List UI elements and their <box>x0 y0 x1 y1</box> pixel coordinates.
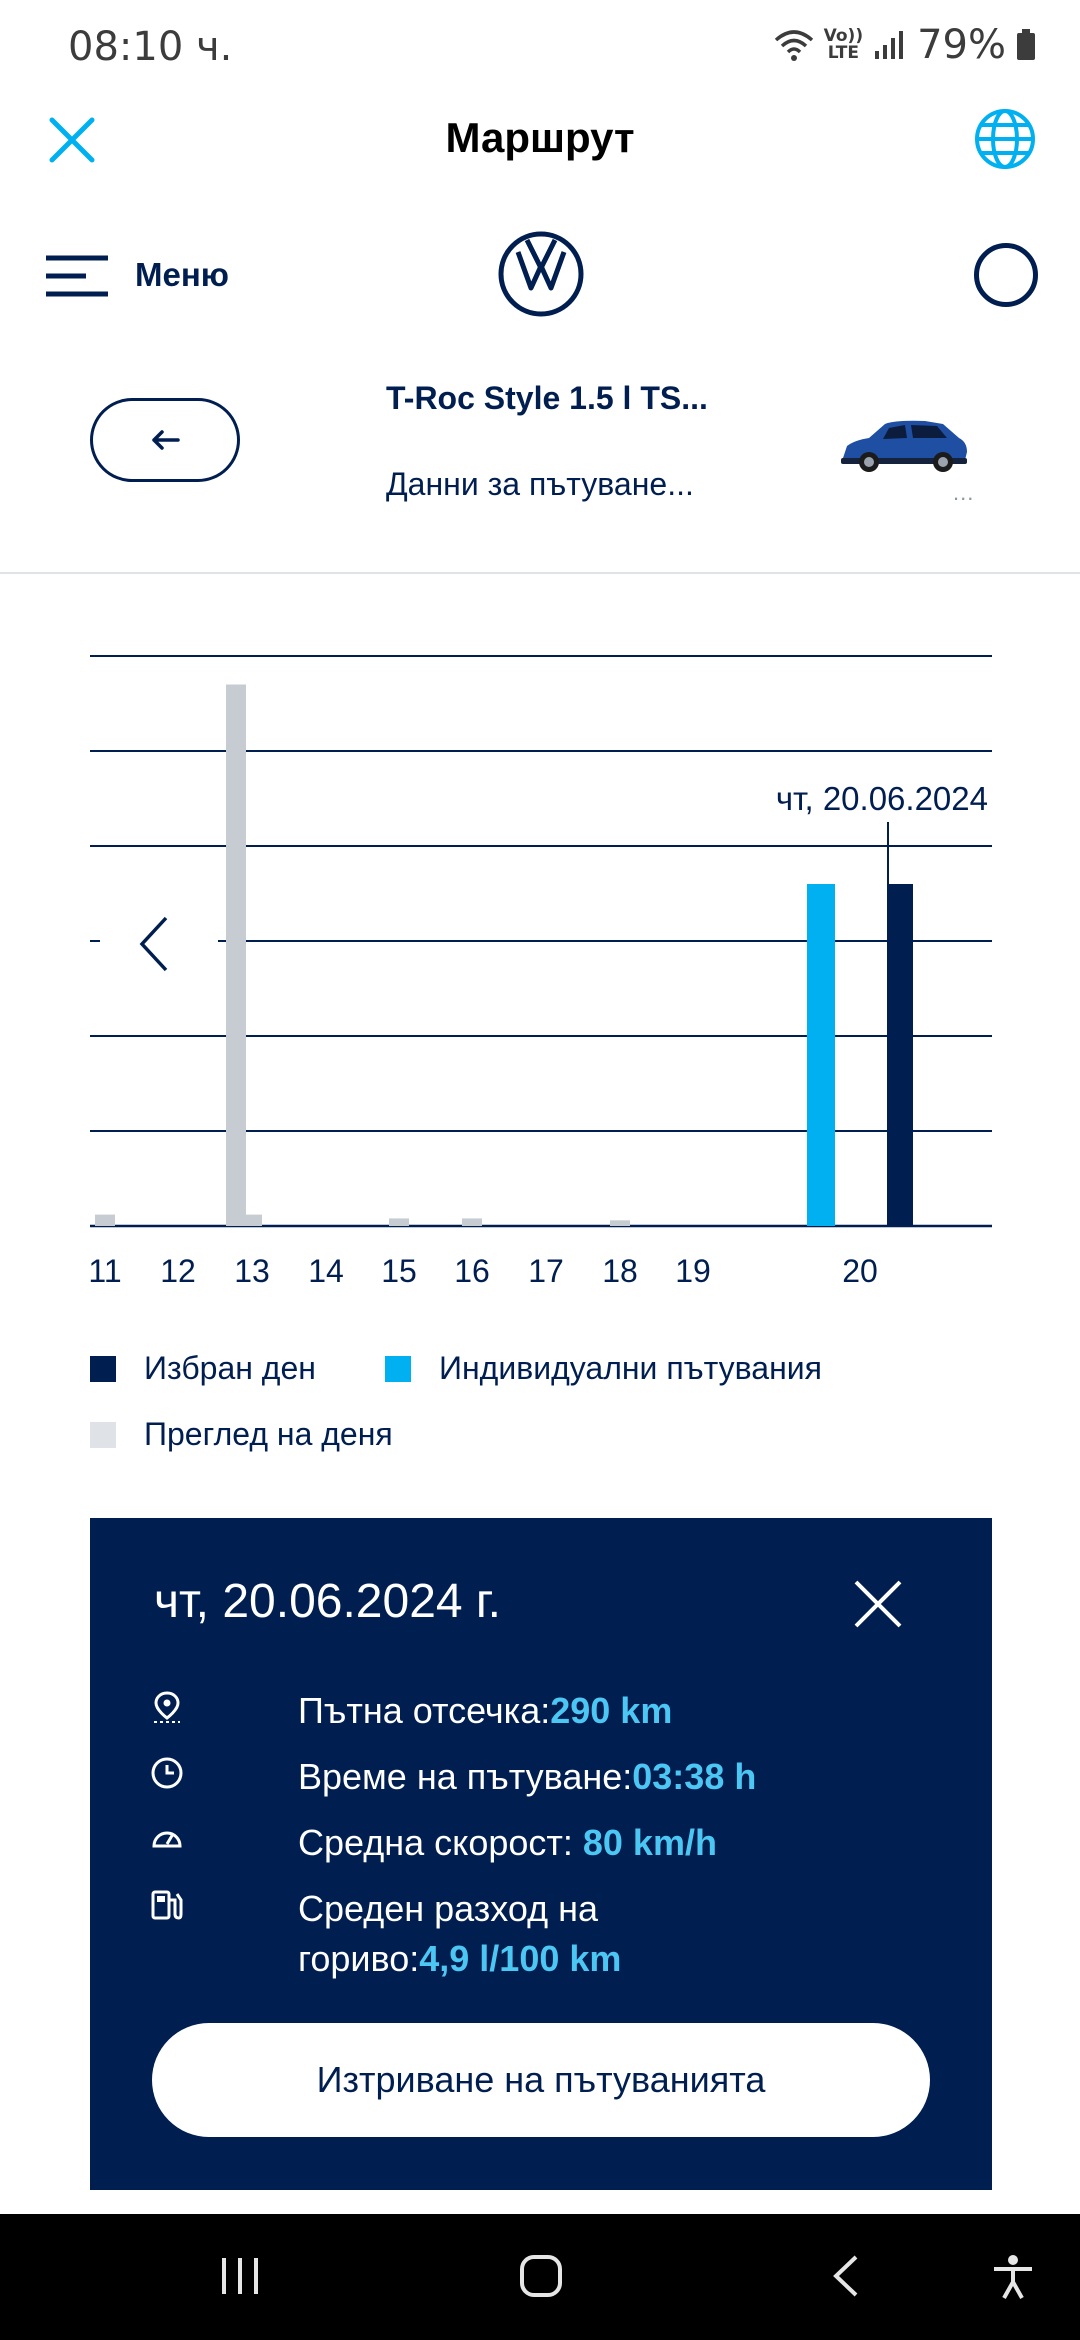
profile-icon[interactable] <box>974 243 1038 307</box>
card-date: чт, 20.06.2024 г. <box>154 1575 501 1628</box>
stat-time-text: Време на пътуване:03:38 h <box>298 1752 938 1802</box>
legend-day-overview: Преглед на деня <box>90 1416 393 1453</box>
legend-swatch-grey <box>90 1421 116 1448</box>
stat-speed-value: 80 km/h <box>582 1822 717 1863</box>
x-tick-label: 17 <box>528 1253 564 1289</box>
chart-prev-backing <box>100 900 218 984</box>
close-icon[interactable] <box>42 110 102 170</box>
x-tick-label: 18 <box>602 1253 638 1289</box>
chart-bar-overview <box>389 1218 409 1226</box>
back-icon[interactable] <box>828 2254 864 2298</box>
stat-speed-text: Средна скорост: 80 km/h <box>298 1818 938 1868</box>
battery-icon <box>1017 29 1035 60</box>
system-nav-bar <box>0 2214 1080 2340</box>
x-tick-label: 13 <box>234 1253 270 1289</box>
stat-consumption-label-2: гориво: <box>298 1938 420 1979</box>
page-title: Маршрут <box>445 114 635 161</box>
legend-individual-trips: Индивидуални пътувания <box>385 1350 822 1387</box>
x-tick-label: 16 <box>454 1253 490 1289</box>
stat-speed-label: Средна скорост: <box>298 1822 583 1863</box>
legend-selected-day-label: Избран ден <box>144 1350 316 1386</box>
legend-swatch-blue <box>385 1355 411 1382</box>
legend-day-overview-label: Преглед на деня <box>144 1416 393 1452</box>
status-icons: Vo)) LTE 79% <box>774 22 1036 68</box>
signal-icon <box>875 31 904 59</box>
x-tick-label: 11 <box>88 1253 121 1289</box>
lte-bottom-text: LTE <box>827 43 859 63</box>
recent-apps-icon[interactable] <box>218 2254 262 2298</box>
legend-swatch-navy <box>90 1355 116 1382</box>
accessibility-icon[interactable] <box>990 2254 1036 2300</box>
clock-icon <box>151 1757 183 1789</box>
lte-icon: Vo)) LTE <box>824 28 863 62</box>
stat-consumption-label-1: Среден разход на <box>298 1888 599 1929</box>
chart-bar-overview <box>226 684 246 1226</box>
home-icon[interactable] <box>518 2254 564 2298</box>
x-tick-label: 12 <box>160 1253 196 1289</box>
top-bar: Маршрут <box>0 96 1080 188</box>
delete-trips-button[interactable]: Изтриване на пътуванията <box>152 2023 930 2137</box>
location-pin-icon <box>154 1691 180 1723</box>
battery-percent: 79% <box>917 22 1006 68</box>
arrow-left-icon <box>152 430 180 450</box>
status-time: 08:10 ч. <box>68 24 233 70</box>
stat-distance-label: Пътна отсечка: <box>298 1690 551 1731</box>
close-icon[interactable] <box>852 1578 904 1630</box>
legend-individual-trips-label: Индивидуални пътувания <box>439 1350 822 1386</box>
fuel-icon <box>151 1890 183 1920</box>
legend-selected-day: Избран ден <box>90 1350 316 1387</box>
x-tick-label: 20 <box>842 1253 878 1289</box>
x-tick-label: 14 <box>308 1253 344 1289</box>
selected-date-label: чт, 20.06.2024 <box>776 780 988 817</box>
app-nav-bar: Меню <box>0 222 1080 332</box>
menu-label[interactable]: Меню <box>135 256 229 293</box>
chart-bar-individual-trip <box>807 884 835 1226</box>
stat-consumption-value: 4,9 l/100 km <box>419 1938 622 1979</box>
car-image[interactable] <box>835 412 970 482</box>
stat-distance-value: 290 km <box>550 1690 673 1731</box>
vehicle-subtitle: Данни за пътуване... <box>386 466 694 502</box>
trip-bar-chart: чт, 20.06.2024 11 12 13 14 15 16 17 18 19 20 <box>88 655 992 1289</box>
lte-top-text: Vo)) <box>823 26 864 46</box>
wifi-icon <box>774 30 813 61</box>
vehicle-header: T-Roc Style 1.5 l TS... Данни за пътуван… <box>0 360 1080 574</box>
chart-bar-overview <box>462 1218 482 1226</box>
more-indicator: ... <box>953 480 975 505</box>
hamburger-icon[interactable] <box>44 252 110 300</box>
globe-icon[interactable] <box>972 106 1038 172</box>
stat-consumption-text: Среден разход на гориво:4,9 l/100 km <box>298 1884 938 1984</box>
x-tick-label: 15 <box>381 1253 417 1289</box>
chevron-left-icon[interactable] <box>139 916 168 972</box>
speedometer-icon <box>152 1831 182 1848</box>
trip-detail-card: чт, 20.06.2024 г. Пътна отсечка:290 km В… <box>90 1518 992 2190</box>
vw-logo <box>498 231 584 317</box>
stat-distance-text: Пътна отсечка:290 km <box>298 1686 938 1736</box>
stat-time-value: 03:38 h <box>632 1756 757 1797</box>
x-tick-label: 19 <box>675 1253 711 1289</box>
vehicle-name: T-Roc Style 1.5 l TS... <box>386 380 708 416</box>
chart-bar-overview <box>95 1214 115 1226</box>
back-button[interactable] <box>90 398 240 482</box>
stat-time-label: Време на пътуване: <box>298 1756 633 1797</box>
chart-bar-selected-day <box>887 884 913 1226</box>
status-bar: 08:10 ч. Vo)) LTE 79% <box>0 0 1080 96</box>
chart-bar-overview <box>242 1214 262 1226</box>
trip-chart: чт, 20.06.2024 11 12 13 14 15 16 17 18 19 20 <box>0 600 1080 1320</box>
chart-bar-overview <box>610 1220 630 1226</box>
